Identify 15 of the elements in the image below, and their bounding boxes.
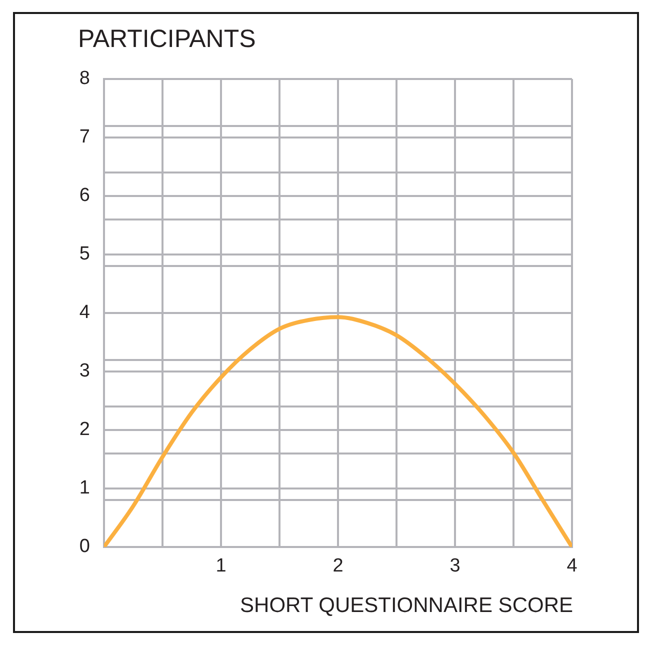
y-tick-label: 0 (79, 536, 90, 558)
x-tick-label: 1 (216, 556, 226, 577)
y-tick-label: 1 (79, 478, 90, 499)
x-tick-label: 3 (450, 556, 460, 577)
y-tick-label: 3 (79, 360, 90, 382)
x-axis-title: SHORT QUESTIONNAIRE SCORE (240, 594, 573, 617)
y-axis-title: PARTICIPANTS (78, 25, 256, 53)
y-tick-label: 8 (79, 68, 90, 90)
y-tick-label: 2 (79, 419, 90, 440)
x-tick-label: 2 (332, 556, 344, 577)
y-tick-label: 4 (79, 302, 90, 324)
x-tick-label: 4 (566, 556, 578, 577)
y-tick-label: 6 (79, 185, 90, 206)
y-tick-label: 5 (79, 244, 90, 265)
y-tick-label: 7 (79, 126, 90, 148)
